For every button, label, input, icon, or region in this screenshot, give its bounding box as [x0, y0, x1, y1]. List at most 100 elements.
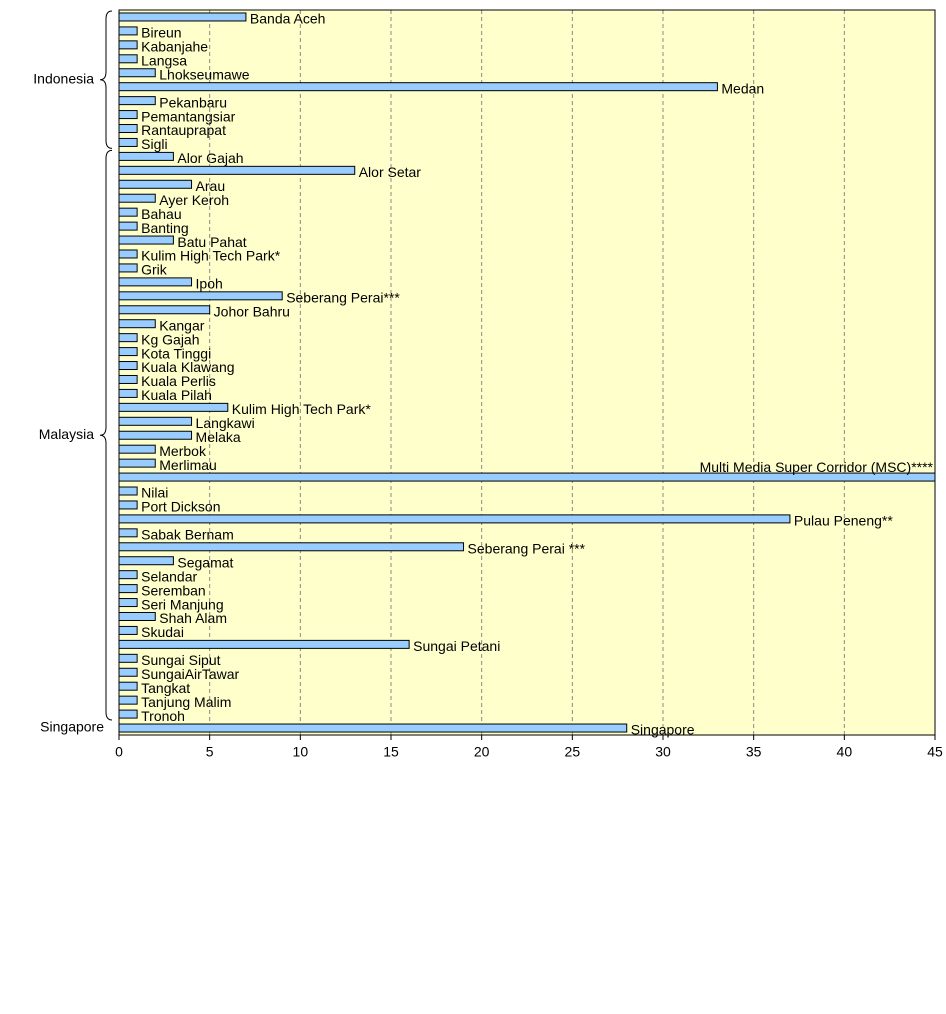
x-tick-label: 5 [206, 744, 214, 760]
bar-label: Seberang Perai *** [468, 540, 586, 556]
bar [118, 305, 211, 315]
bar-label: Tronoh [141, 708, 185, 724]
bar-label: Port Dickson [141, 499, 220, 515]
x-tick-label: 45 [927, 744, 943, 760]
bar [118, 514, 791, 524]
bar [118, 333, 138, 343]
bar-label: Seberang Perai*** [286, 290, 400, 306]
x-tick-label: 35 [746, 744, 762, 760]
bar [118, 12, 247, 22]
bar [118, 26, 138, 36]
bar [118, 96, 156, 106]
x-tick-label: 10 [293, 744, 309, 760]
bar-label: Pemantangsiar [141, 108, 236, 124]
bar-label: Kuala Pilah [141, 387, 212, 403]
bar [118, 416, 193, 426]
bar [118, 723, 628, 733]
bar [118, 528, 138, 538]
bar [118, 444, 156, 454]
bar [118, 124, 138, 134]
bar [118, 667, 138, 677]
bar [118, 82, 718, 92]
bar-label: Merlimau [159, 457, 217, 473]
bar [118, 207, 138, 217]
bar-label: Kuala Klawang [141, 359, 234, 375]
bar [118, 611, 156, 621]
x-tick-label: 25 [565, 744, 581, 760]
bar-label: Langkawi [196, 415, 255, 431]
bar [118, 542, 465, 552]
bar-label: Banda Aceh [250, 11, 326, 27]
bar [118, 68, 156, 78]
bar [118, 486, 138, 496]
bar [118, 263, 138, 273]
group-label: Indonesia [33, 70, 94, 86]
bar [118, 277, 193, 287]
bar [118, 54, 138, 64]
group-label: Malaysia [39, 426, 94, 442]
group-brace [99, 10, 113, 149]
bar [118, 681, 138, 691]
bar-label: Sungai Siput [141, 652, 221, 668]
bar-label: Seremban [141, 582, 206, 598]
bar-label: Shah Alam [159, 610, 227, 626]
bar-label: Alor Setar [359, 164, 422, 180]
x-tick-label: 30 [655, 744, 671, 760]
x-tick-label: 0 [115, 744, 123, 760]
bar [118, 625, 138, 635]
x-tick-label: 15 [383, 744, 399, 760]
bar-label: Lhokseumawe [159, 66, 249, 82]
bar-label: Skudai [141, 624, 184, 640]
bar-label: Bahau [141, 206, 181, 222]
bar [118, 472, 936, 482]
bar [118, 40, 138, 50]
bar-label: Sabak Bernam [141, 527, 234, 543]
bar [118, 319, 156, 329]
bar [118, 110, 138, 120]
bar-label: Kangar [159, 317, 204, 333]
bar-label: Nilai [141, 485, 168, 501]
bar [118, 584, 138, 594]
bar-label: Kuala Perlis [141, 373, 216, 389]
bar-label: Batu Pahat [177, 234, 246, 250]
bar-label: Melaka [196, 429, 241, 445]
bar [118, 709, 138, 719]
plot-frame [118, 9, 936, 736]
bar [118, 430, 193, 440]
bar [118, 165, 356, 175]
bar [118, 235, 174, 245]
x-tick-label: 20 [474, 744, 490, 760]
bar-label: Singapore [631, 722, 695, 738]
bar [118, 639, 410, 649]
bar [118, 388, 138, 398]
bar [118, 458, 156, 468]
bar-label: Pulau Peneng** [794, 513, 893, 529]
bar-label: Ayer Keroh [159, 192, 229, 208]
bar-label: Sungai Petani [413, 638, 500, 654]
bar [118, 291, 283, 301]
bar-label: Bireun [141, 25, 181, 41]
bar [118, 402, 229, 412]
bar-label: Selandar [141, 568, 197, 584]
bar [118, 598, 138, 608]
bar-label: Kota Tinggi [141, 345, 211, 361]
bar [118, 570, 138, 580]
bar-label: Arau [196, 178, 226, 194]
group-brace [99, 149, 113, 721]
bar-label: Medan [721, 80, 764, 96]
bar-label: Kabanjahe [141, 39, 208, 55]
bar-label: Sigli [141, 136, 167, 152]
bar-label: Segamat [177, 554, 233, 570]
bar-label: Kulim High Tech Park* [232, 401, 372, 417]
bar-label: Tangkat [141, 680, 190, 696]
bar [118, 137, 138, 147]
bar [118, 653, 138, 663]
bar-label: Johor Bahru [214, 303, 290, 319]
bar [118, 151, 174, 161]
bar [118, 695, 138, 705]
bar [118, 179, 193, 189]
plot-area [119, 10, 935, 735]
bar [118, 556, 174, 566]
bar-label: Tanjung Malim [141, 694, 231, 710]
